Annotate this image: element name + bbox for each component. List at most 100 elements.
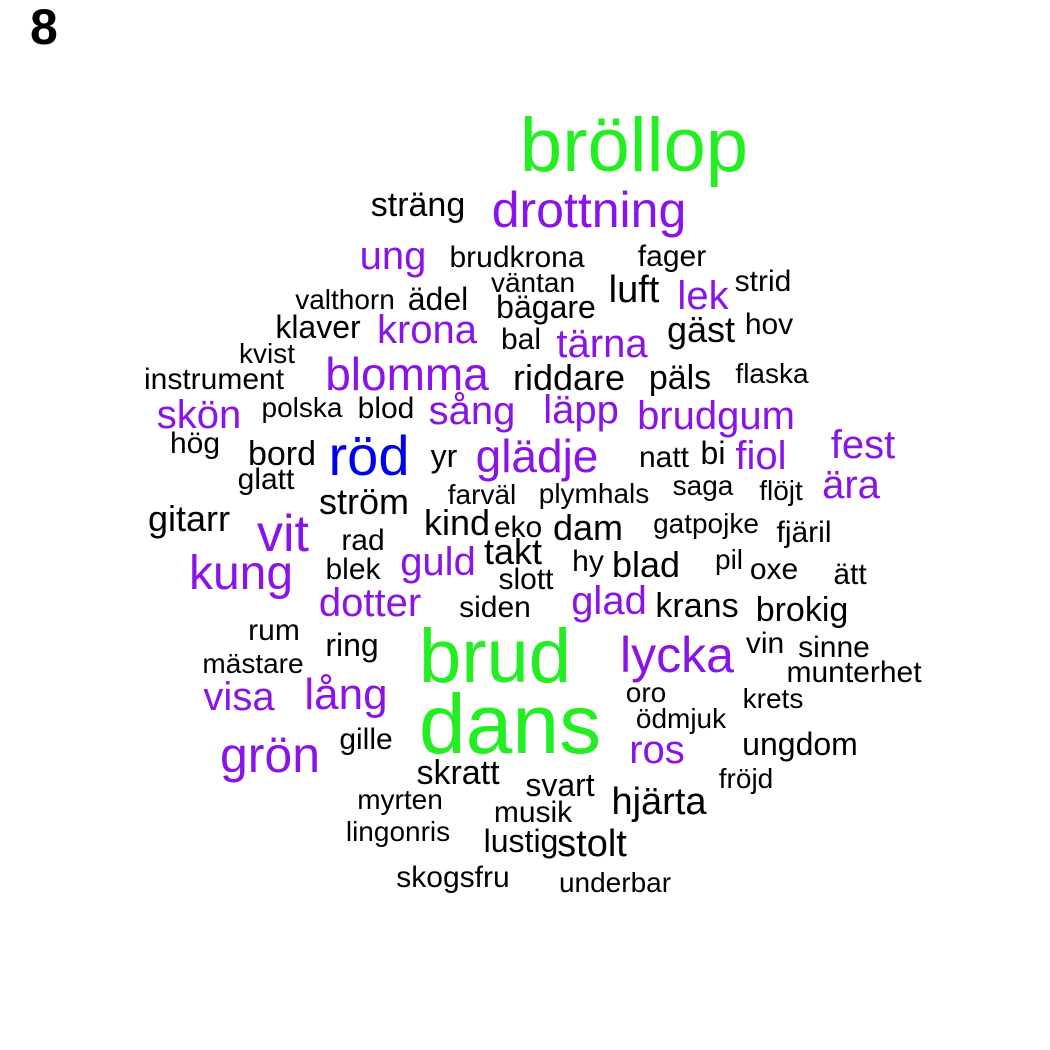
word-blod: blod [357,392,415,425]
word-tärna: tärna [556,322,648,366]
word-ödmjuk: ödmjuk [635,703,727,734]
word-sång: sång [428,389,516,433]
word-guld: guld [400,540,476,584]
word-strid: strid [734,265,792,298]
word-valthorn: valthorn [295,284,395,315]
word-glad: glad [571,579,647,623]
word-stolt: stolt [557,823,627,865]
word-skön: skön [156,393,242,437]
word-sinne: sinne [798,631,870,664]
word-krona: krona [376,308,478,352]
word-blek: blek [325,553,381,586]
word-skratt: skratt [416,754,500,792]
word-musik: musik [493,796,573,829]
word-eko: eko [493,511,543,544]
word-lustig: lustig [483,823,559,859]
word-krets: krets [742,683,804,714]
word-svart: svart [525,767,595,803]
word-pil: pil [714,544,744,575]
word-instrument: instrument [143,363,285,396]
word-drottning: drottning [491,182,687,238]
word-brudgum: brudgum [637,394,795,438]
word-bägare: bägare [496,289,596,325]
word-fjäril: fjäril [776,516,832,549]
word-riddare: riddare [512,357,626,398]
word-munterhet: munterhet [786,656,922,689]
word-gitarr: gitarr [147,498,231,539]
word-luft: luft [608,269,660,311]
word-oxe: oxe [749,553,799,586]
word-fest: fest [830,423,896,467]
word-slott: slott [498,563,554,596]
word-saga: saga [672,470,734,501]
word-gatpojke: gatpojke [653,508,759,539]
word-grön: grön [219,727,321,783]
word-glädje: glädje [475,430,599,482]
word-vit: vit [257,505,309,563]
word-glatt: glatt [237,463,295,496]
word-väntan: väntan [490,267,576,298]
word-myrten: myrten [357,784,443,815]
word-blad: blad [611,544,681,585]
word-fager: fager [637,240,707,273]
word-hy: hy [572,545,604,578]
word-brokig: brokig [755,591,849,629]
word-bi: bi [700,435,726,471]
word-rum: rum [248,614,300,647]
word-sträng: sträng [370,186,466,224]
word-yr: yr [430,438,458,474]
word-dans: dans [418,677,602,771]
word-brud: brud [418,614,572,699]
word-ungdom: ungdom [742,726,858,762]
word-flaska: flaska [735,358,809,389]
word-lingonris: lingonris [345,816,451,847]
word-ros: ros [629,728,685,772]
word-dotter: dotter [318,581,422,625]
word-ära: ära [822,463,880,507]
word-siden: siden [459,591,531,624]
word-oro: oro [625,677,667,708]
word-hov: hov [744,308,794,341]
word-bord: bord [247,435,317,473]
word-kvist: kvist [239,338,295,369]
word-farväl: farväl [447,479,517,510]
word-gäst: gäst [666,309,736,350]
word-ädel: ädel [407,281,469,317]
word-kung: kung [188,547,294,600]
word-gille: gille [339,723,393,756]
word-underbar: underbar [558,867,672,898]
word-hjärta: hjärta [611,781,707,823]
word-hög: hög [169,427,221,460]
word-fröjd: fröjd [718,763,774,794]
word-takt: takt [483,531,543,572]
word-blomma: blomma [325,348,489,400]
page-number-label: 8 [30,0,58,55]
word-röd: röd [328,424,410,487]
word-lycka: lycka [620,627,734,683]
word-fiol: fiol [735,434,787,478]
word-dam: dam [552,507,624,548]
word-mästare: mästare [202,648,304,679]
word-vin: vin [745,627,785,660]
word-krans: krans [655,587,739,625]
word-läpp: läpp [543,388,619,432]
word-plymhals: plymhals [538,478,650,509]
word-brudkrona: brudkrona [449,241,585,274]
word-ung: ung [359,234,427,278]
word-polska: polska [261,392,343,423]
word-ström: ström [319,481,409,522]
word-lek: lek [677,274,729,318]
word-ring: ring [325,627,379,663]
word-ätt: ätt [833,558,867,591]
word-kind: kind [423,502,491,543]
word-bal: bal [500,323,542,356]
word-visa: visa [203,675,275,719]
word-skogsfru: skogsfru [396,861,510,894]
word-natt: natt [638,441,690,474]
word-rad: rad [341,524,385,557]
word-päls: päls [648,359,712,397]
word-bröllop: bröllop [519,103,749,188]
word-klaver: klaver [275,309,361,345]
word-lång: lång [304,670,388,719]
